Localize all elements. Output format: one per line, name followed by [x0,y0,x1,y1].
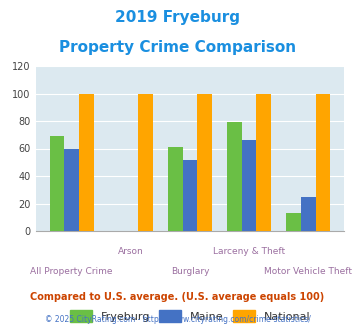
Text: Arson: Arson [118,248,144,256]
Bar [316,93,330,231]
Text: 2019 Fryeburg: 2019 Fryeburg [115,10,240,25]
Bar [227,122,242,231]
Bar [79,93,94,231]
Bar [138,93,153,231]
Bar [242,140,256,231]
Legend: Fryeburg, Maine, National: Fryeburg, Maine, National [65,306,315,326]
Text: © 2025 CityRating.com - https://www.cityrating.com/crime-statistics/: © 2025 CityRating.com - https://www.city… [45,315,310,324]
Bar [182,159,197,231]
Bar [301,197,316,231]
Bar [168,147,182,231]
Text: Burglary: Burglary [171,267,209,276]
Bar [197,93,212,231]
Text: Larceny & Theft: Larceny & Theft [213,248,285,256]
Bar [50,136,64,231]
Bar [286,213,301,231]
Bar [64,148,79,231]
Text: Motor Vehicle Theft: Motor Vehicle Theft [264,267,352,276]
Text: All Property Crime: All Property Crime [31,267,113,276]
Bar [256,93,271,231]
Text: Property Crime Comparison: Property Crime Comparison [59,40,296,54]
Text: Compared to U.S. average. (U.S. average equals 100): Compared to U.S. average. (U.S. average … [31,292,324,302]
